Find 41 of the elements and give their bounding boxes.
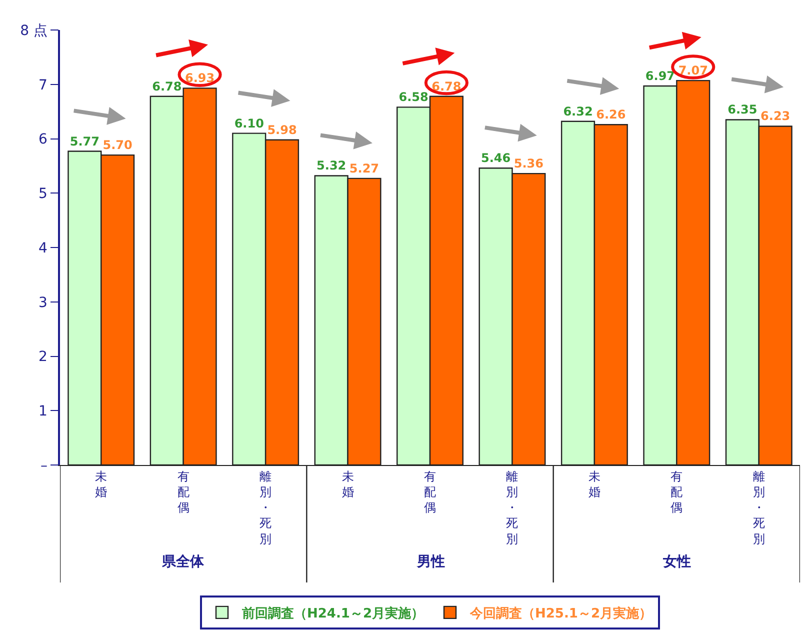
data-label: 5.46 <box>480 151 511 166</box>
y-tick-label: 1 <box>38 404 48 420</box>
x-tick-label: 離別・死別 <box>260 469 272 546</box>
data-label: 6.26 <box>596 108 626 122</box>
data-label: 6.93 <box>184 71 215 86</box>
y-tick-label: 6 <box>38 132 48 148</box>
data-label: 6.10 <box>234 116 264 130</box>
x-tick-label: 離別・死別 <box>506 469 518 546</box>
y-tick-label: – <box>40 458 48 474</box>
data-label: 6.97 <box>645 69 676 84</box>
x-tick-label: 未婚 <box>342 469 354 499</box>
data-label: 6.32 <box>563 104 593 118</box>
x-tick-label: 離別・死別 <box>752 469 765 546</box>
x-tick-label: 未婚 <box>588 469 600 499</box>
data-label: 5.36 <box>514 156 544 171</box>
data-label: 5.77 <box>70 134 100 148</box>
y-tick-label: 4 <box>38 240 48 256</box>
data-label: 6.78 <box>152 79 182 94</box>
data-label: 6.78 <box>432 79 462 94</box>
x-tick-label: 有配偶 <box>670 469 683 515</box>
text: 県全体 <box>161 554 205 570</box>
data-label: 7.07 <box>678 64 708 78</box>
legend-label: 今回調査（H25.1～2月実施） <box>469 606 652 622</box>
data-label: 5.27 <box>349 161 380 176</box>
legend-label: 前回調査（H24.1～2月実施） <box>241 606 424 622</box>
data-label: 5.98 <box>267 122 297 137</box>
data-label: 6.35 <box>728 102 758 117</box>
text: 男性 <box>416 554 445 570</box>
data-label: 5.32 <box>316 158 346 173</box>
y-tick-label: 5 <box>38 186 48 202</box>
data-label: 6.58 <box>398 90 428 104</box>
x-tick-label: 有配偶 <box>177 469 190 515</box>
y-tick-label: 2 <box>38 349 48 366</box>
data-label: 5.70 <box>102 138 132 152</box>
x-tick-label: 有配偶 <box>424 469 436 515</box>
y-tick-label: 7 <box>38 77 48 94</box>
text: 女性 <box>662 554 691 570</box>
y-tick-label: 3 <box>38 294 48 311</box>
y-tick-label: 8 点 <box>20 22 48 39</box>
data-label: 6.23 <box>760 109 790 124</box>
x-tick-label: 未婚 <box>95 469 108 499</box>
